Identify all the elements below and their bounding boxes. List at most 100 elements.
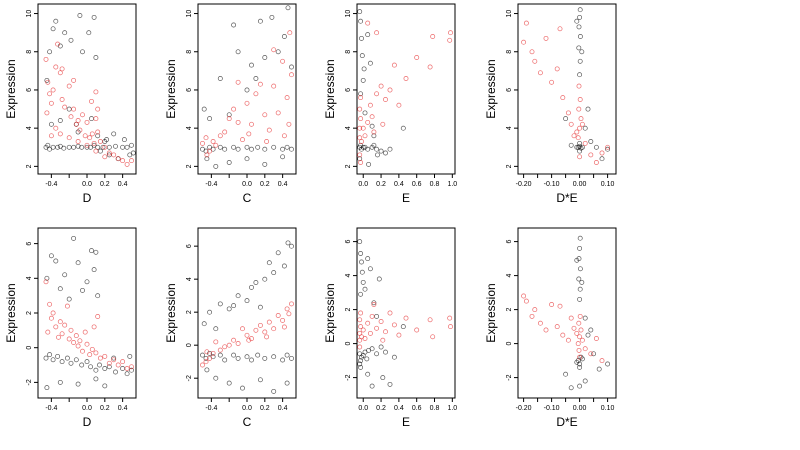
data-point <box>264 334 270 340</box>
data-point <box>362 286 368 292</box>
data-point <box>383 349 388 355</box>
data-point <box>62 272 68 278</box>
data-point <box>364 356 370 362</box>
data-point <box>84 144 90 150</box>
data-point <box>75 381 81 387</box>
data-point <box>80 348 85 354</box>
data-point <box>95 129 101 135</box>
data-point <box>97 139 103 144</box>
data-point <box>568 121 574 127</box>
data-point <box>357 106 363 112</box>
data-point <box>68 360 74 366</box>
data-point <box>53 324 59 330</box>
data-point <box>557 303 563 309</box>
data-point <box>222 357 228 363</box>
data-point <box>84 279 90 285</box>
data-point <box>568 142 574 148</box>
data-point <box>246 337 252 343</box>
data-point <box>284 144 290 150</box>
y-tick-label: 2 <box>186 164 193 168</box>
data-point <box>80 287 85 293</box>
data-point <box>577 125 583 131</box>
data-point <box>56 334 61 340</box>
x-axis-label: D <box>83 191 92 205</box>
data-point <box>68 327 74 333</box>
data-point <box>560 332 566 338</box>
data-point <box>289 146 294 152</box>
data-point <box>231 303 237 309</box>
y-axis-label: Expression <box>484 59 498 118</box>
y-tick-label: 6 <box>506 88 513 92</box>
y-tick-label: 6 <box>345 240 352 244</box>
data-point <box>275 110 281 116</box>
data-point <box>129 142 134 148</box>
data-point <box>257 322 263 328</box>
data-point <box>574 18 580 24</box>
data-point <box>262 112 268 118</box>
data-point <box>579 49 585 55</box>
y-tick-label: 4 <box>26 126 33 130</box>
data-point <box>396 102 402 108</box>
data-point <box>588 152 594 158</box>
data-point <box>47 49 53 55</box>
data-point <box>129 364 134 370</box>
scatter-panel: -0.4 0.0 0.2 0.4 -2 0 2 4 6 C Expression <box>164 227 297 429</box>
data-point <box>210 350 216 356</box>
y-tick-label: 2 <box>345 164 352 168</box>
data-point <box>93 249 99 255</box>
data-point <box>93 350 99 356</box>
data-point <box>378 83 384 89</box>
data-point <box>73 333 79 339</box>
data-point <box>378 344 384 350</box>
data-point <box>226 380 232 386</box>
x-tick-label: 0.4 <box>278 181 288 188</box>
data-point <box>102 383 108 389</box>
x-axis-label: D <box>83 415 92 429</box>
data-point <box>521 39 527 45</box>
data-points <box>521 235 611 391</box>
data-point <box>43 56 49 62</box>
data-point <box>369 123 375 129</box>
data-point <box>275 250 281 256</box>
data-point <box>582 140 588 146</box>
data-point <box>50 87 56 93</box>
data-point <box>71 77 77 83</box>
data-point <box>367 102 373 108</box>
data-point <box>115 156 121 162</box>
data-point <box>235 49 241 55</box>
data-point <box>396 332 402 338</box>
data-point <box>571 133 577 139</box>
data-point <box>100 144 106 150</box>
data-point <box>576 320 582 326</box>
data-point <box>48 253 54 259</box>
data-point <box>577 383 583 389</box>
y-tick-label: 2 <box>506 308 513 312</box>
data-point <box>577 14 583 20</box>
y-tick-label: -2 <box>506 374 513 380</box>
data-point <box>529 49 535 55</box>
data-point <box>289 72 294 78</box>
data-point <box>568 385 574 391</box>
data-point <box>249 357 254 363</box>
data-point <box>358 116 364 122</box>
data-point <box>53 18 59 24</box>
data-point <box>577 235 583 241</box>
data-point <box>605 146 611 152</box>
data-point <box>249 284 254 290</box>
data-point <box>222 344 228 350</box>
data-point <box>577 354 583 360</box>
data-point <box>50 144 56 150</box>
data-point <box>231 144 237 150</box>
data-point <box>106 150 112 156</box>
data-point <box>235 293 241 299</box>
x-tick-label: 0.0 <box>82 405 92 412</box>
data-point <box>577 140 583 146</box>
data-point <box>280 317 286 323</box>
scatter-panel: -0.4 0.0 0.2 0.4 2 4 6 8 10 D Expression <box>4 3 137 205</box>
data-point <box>365 146 371 152</box>
data-point <box>565 110 571 116</box>
data-point <box>414 327 420 333</box>
data-point <box>77 338 83 344</box>
data-point <box>563 116 569 122</box>
data-point <box>235 355 241 361</box>
